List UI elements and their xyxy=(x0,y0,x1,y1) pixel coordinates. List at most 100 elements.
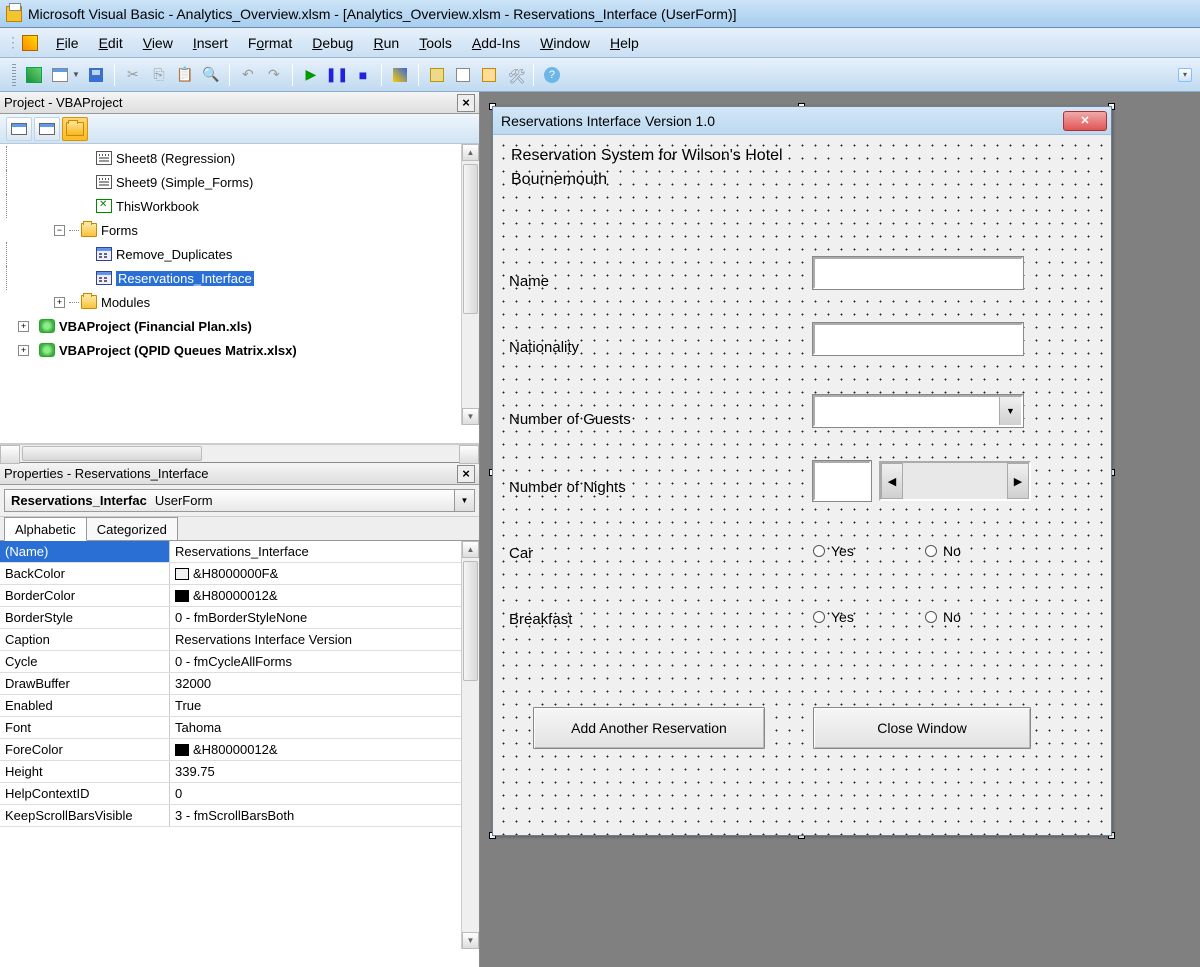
property-row[interactable]: BorderColor&H80000012& xyxy=(0,585,479,607)
property-value[interactable]: 0 - fmBorderStyleNone xyxy=(170,607,479,628)
menu-file[interactable]: File xyxy=(46,32,89,54)
close-icon[interactable]: × xyxy=(457,94,475,112)
tab-categorized[interactable]: Categorized xyxy=(86,517,178,540)
break-icon[interactable]: ❚❚ xyxy=(325,63,349,87)
menu-window[interactable]: Window xyxy=(530,32,600,54)
scroll-down-icon[interactable]: ▼ xyxy=(462,932,479,949)
property-value[interactable]: 32000 xyxy=(170,673,479,694)
property-row[interactable]: HelpContextID0 xyxy=(0,783,479,805)
property-row[interactable]: ForeColor&H80000012& xyxy=(0,739,479,761)
scroll-thumb[interactable] xyxy=(463,164,478,314)
property-row[interactable]: DrawBuffer32000 xyxy=(0,673,479,695)
close-window-button[interactable]: Close Window xyxy=(813,707,1031,749)
property-value[interactable]: True xyxy=(170,695,479,716)
car-no-radio[interactable]: No xyxy=(925,543,961,559)
guests-combo[interactable]: ▼ xyxy=(813,395,1023,427)
save-icon[interactable] xyxy=(84,63,108,87)
menu-run[interactable]: Run xyxy=(363,32,409,54)
name-input[interactable] xyxy=(813,257,1023,289)
design-mode-icon[interactable] xyxy=(388,63,412,87)
tree-item-reservations-interface[interactable]: Reservations_Interface xyxy=(0,266,479,290)
tree-hscrollbar[interactable] xyxy=(0,444,479,462)
property-value[interactable]: Tahoma xyxy=(170,717,479,738)
menu-help[interactable]: Help xyxy=(600,32,649,54)
undo-icon[interactable]: ↶ xyxy=(236,63,260,87)
nationality-input[interactable] xyxy=(813,323,1023,355)
menu-view[interactable]: View xyxy=(133,32,183,54)
tree-item-thisworkbook[interactable]: ThisWorkbook xyxy=(0,194,479,218)
breakfast-no-radio[interactable]: No xyxy=(925,609,961,625)
properties-grid[interactable]: (Name)Reservations_InterfaceBackColor&H8… xyxy=(0,541,479,967)
object-browser-icon[interactable] xyxy=(477,63,501,87)
property-value[interactable]: 0 - fmCycleAllForms xyxy=(170,651,479,672)
property-row[interactable]: FontTahoma xyxy=(0,717,479,739)
property-row[interactable]: Height339.75 xyxy=(0,761,479,783)
nights-input[interactable] xyxy=(813,461,871,501)
run-icon[interactable]: ▶ xyxy=(299,63,323,87)
scroll-down-icon[interactable]: ▼ xyxy=(462,408,479,425)
scroll-thumb[interactable] xyxy=(463,561,478,681)
tree-item-vbaproject-financial[interactable]: + VBAProject (Financial Plan.xls) xyxy=(0,314,479,338)
property-row[interactable]: CaptionReservations Interface Version xyxy=(0,629,479,651)
tree-item-forms[interactable]: − Forms xyxy=(0,218,479,242)
menu-insert[interactable]: Insert xyxy=(183,32,238,54)
object-combo[interactable]: Reservations_Interfac UserForm xyxy=(4,489,455,512)
scroll-thumb[interactable] xyxy=(22,446,202,461)
property-row[interactable]: BackColor&H8000000F& xyxy=(0,563,479,585)
tree-item-sheet9[interactable]: Sheet9 (Simple_Forms) xyxy=(0,170,479,194)
toolbar-overflow-icon[interactable]: ▾ xyxy=(1178,68,1192,82)
close-icon[interactable]: ✕ xyxy=(1063,111,1107,131)
reset-icon[interactable]: ■ xyxy=(351,63,375,87)
redo-icon[interactable]: ↷ xyxy=(262,63,286,87)
tree-item-remove-duplicates[interactable]: Remove_Duplicates xyxy=(0,242,479,266)
toolbox-icon[interactable]: 🛠 xyxy=(503,63,527,87)
property-value[interactable]: 339.75 xyxy=(170,761,479,782)
menu-addins[interactable]: Add-Ins xyxy=(462,32,530,54)
expand-icon[interactable]: + xyxy=(54,297,65,308)
chevron-down-icon[interactable]: ▼ xyxy=(999,397,1021,425)
insert-userform-icon[interactable] xyxy=(48,63,72,87)
property-row[interactable]: Cycle0 - fmCycleAllForms xyxy=(0,651,479,673)
property-value[interactable]: Reservations Interface Version xyxy=(170,629,479,650)
tab-alphabetic[interactable]: Alphabetic xyxy=(4,517,87,541)
expand-icon[interactable]: + xyxy=(18,321,29,332)
collapse-icon[interactable]: − xyxy=(54,225,65,236)
property-row[interactable]: KeepScrollBarsVisible3 - fmScrollBarsBot… xyxy=(0,805,479,827)
tree-item-vbaproject-qpid[interactable]: + VBAProject (QPID Queues Matrix.xlsx) xyxy=(0,338,479,362)
help-icon[interactable]: ? xyxy=(540,63,564,87)
expand-icon[interactable]: + xyxy=(18,345,29,356)
property-value[interactable]: &H8000000F& xyxy=(170,563,479,584)
excel-icon[interactable] xyxy=(22,63,46,87)
userform-body[interactable]: Reservation System for Wilson's Hotel Bo… xyxy=(493,135,1111,835)
dropdown-icon[interactable]: ▼ xyxy=(72,70,80,79)
menu-format[interactable]: Format xyxy=(238,32,302,54)
property-value[interactable]: &H80000012& xyxy=(170,585,479,606)
property-value[interactable]: Reservations_Interface xyxy=(170,541,479,562)
menu-debug[interactable]: Debug xyxy=(302,32,363,54)
userform-window[interactable]: Reservations Interface Version 1.0 ✕ Res… xyxy=(492,106,1112,836)
project-tree[interactable]: Sheet8 (Regression) Sheet9 (Simple_Forms… xyxy=(0,144,479,444)
arrow-right-icon[interactable]: ▶ xyxy=(1007,463,1029,499)
menu-tools[interactable]: Tools xyxy=(409,32,462,54)
view-code-icon[interactable] xyxy=(6,117,32,141)
property-value[interactable]: 3 - fmScrollBarsBoth xyxy=(170,805,479,826)
cut-icon[interactable]: ✂ xyxy=(121,63,145,87)
find-icon[interactable]: 🔍 xyxy=(199,63,223,87)
properties-window-icon[interactable] xyxy=(451,63,475,87)
breakfast-yes-radio[interactable]: Yes xyxy=(813,609,854,625)
car-yes-radio[interactable]: Yes xyxy=(813,543,854,559)
close-icon[interactable]: × xyxy=(457,465,475,483)
arrow-left-icon[interactable]: ◀ xyxy=(881,463,903,499)
property-value[interactable]: 0 xyxy=(170,783,479,804)
menu-edit[interactable]: Edit xyxy=(89,32,133,54)
property-row[interactable]: EnabledTrue xyxy=(0,695,479,717)
tree-item-modules[interactable]: + Modules xyxy=(0,290,479,314)
copy-icon[interactable]: ⎘ xyxy=(147,63,171,87)
add-reservation-button[interactable]: Add Another Reservation xyxy=(533,707,765,749)
props-vscrollbar[interactable]: ▲ ▼ xyxy=(461,541,479,949)
paste-icon[interactable]: 📋 xyxy=(173,63,197,87)
tree-item-sheet8[interactable]: Sheet8 (Regression) xyxy=(0,146,479,170)
scroll-up-icon[interactable]: ▲ xyxy=(462,144,479,161)
toggle-folders-icon[interactable] xyxy=(62,117,88,141)
property-value[interactable]: &H80000012& xyxy=(170,739,479,760)
